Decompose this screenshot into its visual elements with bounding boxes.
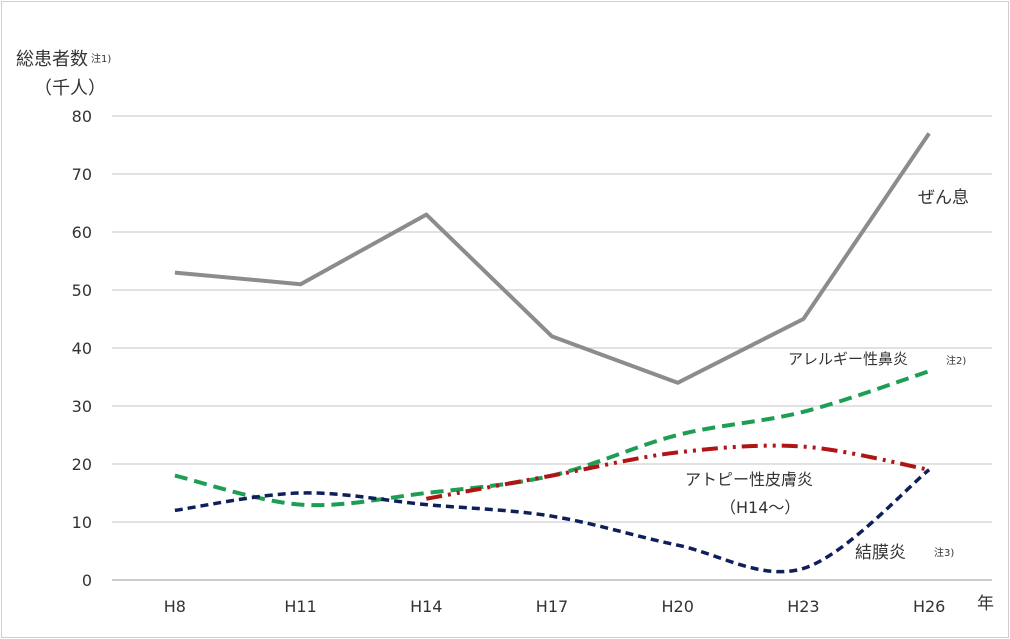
y-tick-label: 10 (72, 513, 92, 532)
y-tick-labels: 0 10 20 30 40 50 60 70 80 (72, 107, 92, 590)
series-line-2 (425, 443, 930, 501)
series-note-allergic-rhinitis: 注2) (946, 354, 966, 367)
y-axis-unit: （千人） (34, 78, 106, 99)
y-tick-label: 30 (72, 397, 92, 416)
y-tick-label: 80 (72, 107, 92, 126)
x-tick-labels: H8 H11 H14 H17 H20 H23 H26 (164, 597, 946, 616)
series-label-atopic-dermatitis: アトピー性皮膚炎 (685, 470, 813, 489)
x-tick-label: H14 (410, 597, 442, 616)
series-label-allergic-rhinitis: アレルギー性鼻炎 (788, 350, 908, 368)
series-lines (174, 132, 931, 574)
series-line-0 (174, 132, 931, 385)
x-tick-label: H17 (536, 597, 568, 616)
y-tick-label: 20 (72, 455, 92, 474)
x-tick-label: H8 (164, 597, 186, 616)
y-axis-title: 総患者数 (16, 49, 88, 70)
gridlines (112, 115, 992, 581)
series-line-3 (174, 468, 931, 574)
y-tick-label: 60 (72, 223, 92, 242)
x-tick-label: H26 (913, 597, 945, 616)
y-tick-label: 40 (72, 339, 92, 358)
x-axis-title: 年 (977, 594, 994, 614)
x-tick-label: H23 (787, 597, 819, 616)
y-tick-label: 0 (82, 571, 92, 590)
y-tick-label: 50 (72, 281, 92, 300)
series-label-atopic-dermatitis-period: （H14～） (720, 498, 800, 517)
series-note-conjunctivitis: 注3) (934, 546, 954, 559)
series-label-zensoku: ぜん息 (918, 188, 969, 208)
series-label-conjunctivitis: 結膜炎 (855, 543, 906, 563)
y-axis-title-note: 注1) (91, 52, 111, 65)
x-tick-label: H11 (284, 597, 316, 616)
y-tick-label: 70 (72, 165, 92, 184)
x-tick-label: H20 (662, 597, 694, 616)
